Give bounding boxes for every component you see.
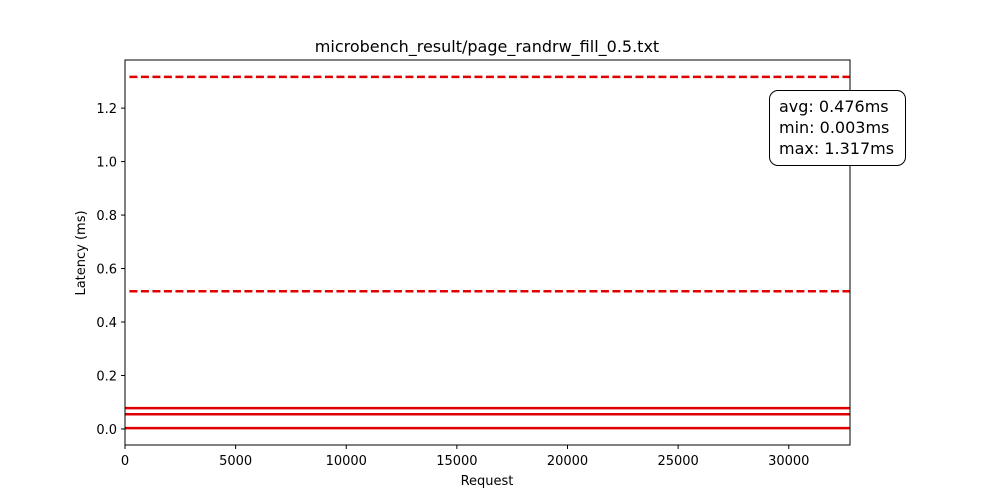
- y-axis-ticks: 0.0 0.2 0.4 0.6 0.8 1.0 1.2: [96, 102, 125, 438]
- y-tick-label: 1.0: [96, 156, 117, 171]
- x-tick-label: 5000: [219, 454, 252, 469]
- x-tick-label: 30000: [768, 454, 809, 469]
- x-axis-title: Request: [461, 474, 514, 489]
- avg-latency-label: avg: 0.476ms: [779, 97, 889, 116]
- y-tick-label: 0.4: [96, 316, 117, 331]
- chart-title: microbench_result/page_randrw_fill_0.5.t…: [315, 37, 659, 57]
- y-tick-label: 0.6: [96, 263, 117, 278]
- x-tick-label: 15000: [436, 454, 477, 469]
- max-latency-label: max: 1.317ms: [779, 139, 895, 158]
- y-tick-label: 0.0: [96, 423, 117, 438]
- y-tick-label: 1.2: [96, 102, 117, 117]
- plot-area-frame: [124, 59, 851, 446]
- y-axis-title: Latency (ms): [74, 210, 89, 295]
- x-tick-label: 10000: [326, 454, 367, 469]
- x-axis-ticks: 0 5000 10000 15000 20000 25000 30000: [121, 445, 809, 469]
- x-tick-label: 0: [121, 454, 129, 469]
- x-tick-label: 20000: [547, 454, 588, 469]
- min-latency-label: min: 0.003ms: [779, 118, 890, 137]
- series-layer: [125, 75, 850, 430]
- y-tick-label: 0.2: [96, 369, 117, 384]
- stats-annotation-box: avg: 0.476ms min: 0.003ms max: 1.317ms: [769, 90, 906, 166]
- x-tick-label: 25000: [657, 454, 698, 469]
- y-tick-label: 0.8: [96, 209, 117, 224]
